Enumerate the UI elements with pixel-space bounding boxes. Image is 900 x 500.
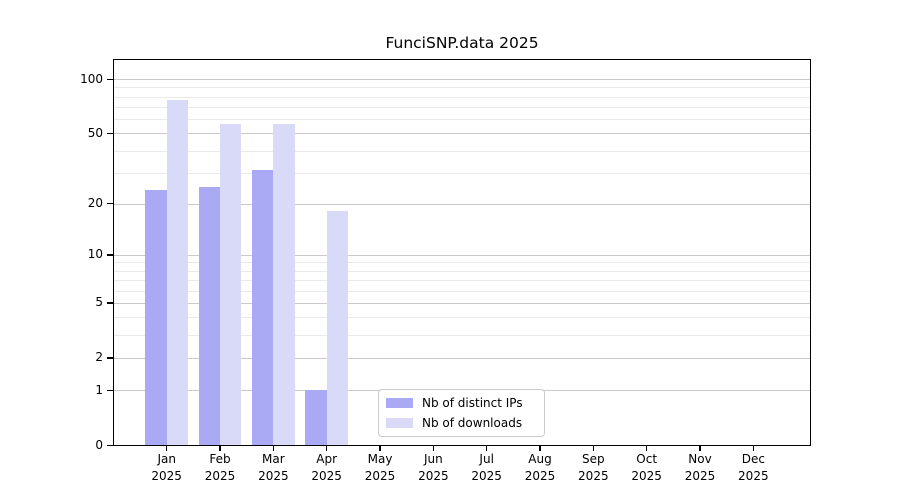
minor-gridline [114,335,810,337]
x-tick-label-dec: Dec 2025 [738,452,769,483]
major-gridline [114,79,810,80]
x-tick-label-jul: Jul 2025 [471,452,502,483]
y-tick-mark [107,357,113,359]
minor-gridline [114,280,810,282]
bar-distinct-ips-mar [251,170,274,445]
major-gridline [114,302,810,304]
x-tick-mark [219,446,221,451]
right-spine [810,59,812,446]
bar-downloads-jan [166,99,189,445]
chart-title: FunciSNP.data 2025 [385,34,539,52]
legend-item-distinct-ips: Nb of distinct IPs [386,394,536,412]
major-gridline [114,254,810,256]
x-tick-mark [752,446,755,451]
y-tick-mark [107,132,113,135]
legend: Nb of distinct IPs Nb of downloads [378,389,545,437]
bar-downloads-mar [273,124,295,445]
y-tick-label: 10 [87,247,103,262]
x-tick-mark [485,446,488,451]
bar-downloads-apr [326,211,349,445]
x-tick-label-mar: Mar 2025 [258,452,289,483]
y-tick-mark [107,444,113,446]
x-tick-mark [539,446,541,451]
y-tick-label: 5 [95,295,103,310]
x-tick-mark [272,446,275,451]
x-tick-label-aug: Aug 2025 [524,452,556,483]
minor-gridline [114,87,810,89]
y-tick-label: 20 [87,196,103,211]
y-tick-label: 1 [95,382,103,397]
y-tick-mark [107,78,113,80]
x-tick-label-nov: Nov 2025 [684,452,716,483]
y-tick-mark [107,389,113,391]
bottom-spine [114,445,811,447]
x-tick-label-oct: Oct 2025 [631,452,662,483]
minor-gridline [114,270,810,272]
x-tick-mark [645,446,648,451]
major-gridline [114,133,810,135]
x-tick-mark [166,446,168,451]
x-tick-label-may: May 2025 [364,452,396,483]
x-tick-label-jun: Jun 2025 [418,452,449,483]
legend-swatch-distinct-ips [386,398,413,408]
minor-gridline [114,150,810,152]
x-tick-mark [379,446,381,451]
y-tick-label: 50 [87,125,103,140]
top-spine [114,59,811,61]
minor-gridline [114,317,810,319]
y-tick-mark [107,203,113,205]
minor-gridline [114,106,810,108]
plot-area [114,60,810,445]
legend-item-downloads: Nb of downloads [386,414,536,432]
major-gridline [114,357,810,359]
y-tick-mark [107,254,113,256]
minor-gridline [114,262,810,264]
x-tick-mark [432,446,435,451]
x-tick-label-feb: Feb 2025 [204,452,236,483]
legend-label-distinct-ips: Nb of distinct IPs [422,396,523,410]
x-tick-label-sep: Sep 2025 [578,452,609,483]
minor-gridline [114,172,810,174]
minor-gridline [114,290,810,292]
x-tick-mark [699,446,701,451]
legend-label-downloads: Nb of downloads [422,416,523,430]
y-tick-mark [107,302,113,304]
y-tick-label: 2 [95,350,103,365]
y-tick-label: 100 [80,71,103,86]
legend-swatch-downloads [386,418,413,428]
bar-distinct-ips-feb [198,186,221,445]
bar-downloads-feb [220,124,242,445]
x-tick-label-apr: Apr 2025 [311,452,342,483]
x-tick-label-jan: Jan 2025 [151,452,182,483]
minor-gridline [114,118,810,120]
bar-distinct-ips-apr [305,390,327,445]
left-spine [113,59,115,446]
x-tick-mark [592,446,595,451]
bar-distinct-ips-jan [145,189,167,445]
major-gridline [114,203,810,205]
x-tick-mark [325,446,328,451]
minor-gridline [114,96,810,98]
y-tick-label: 0 [95,437,103,452]
